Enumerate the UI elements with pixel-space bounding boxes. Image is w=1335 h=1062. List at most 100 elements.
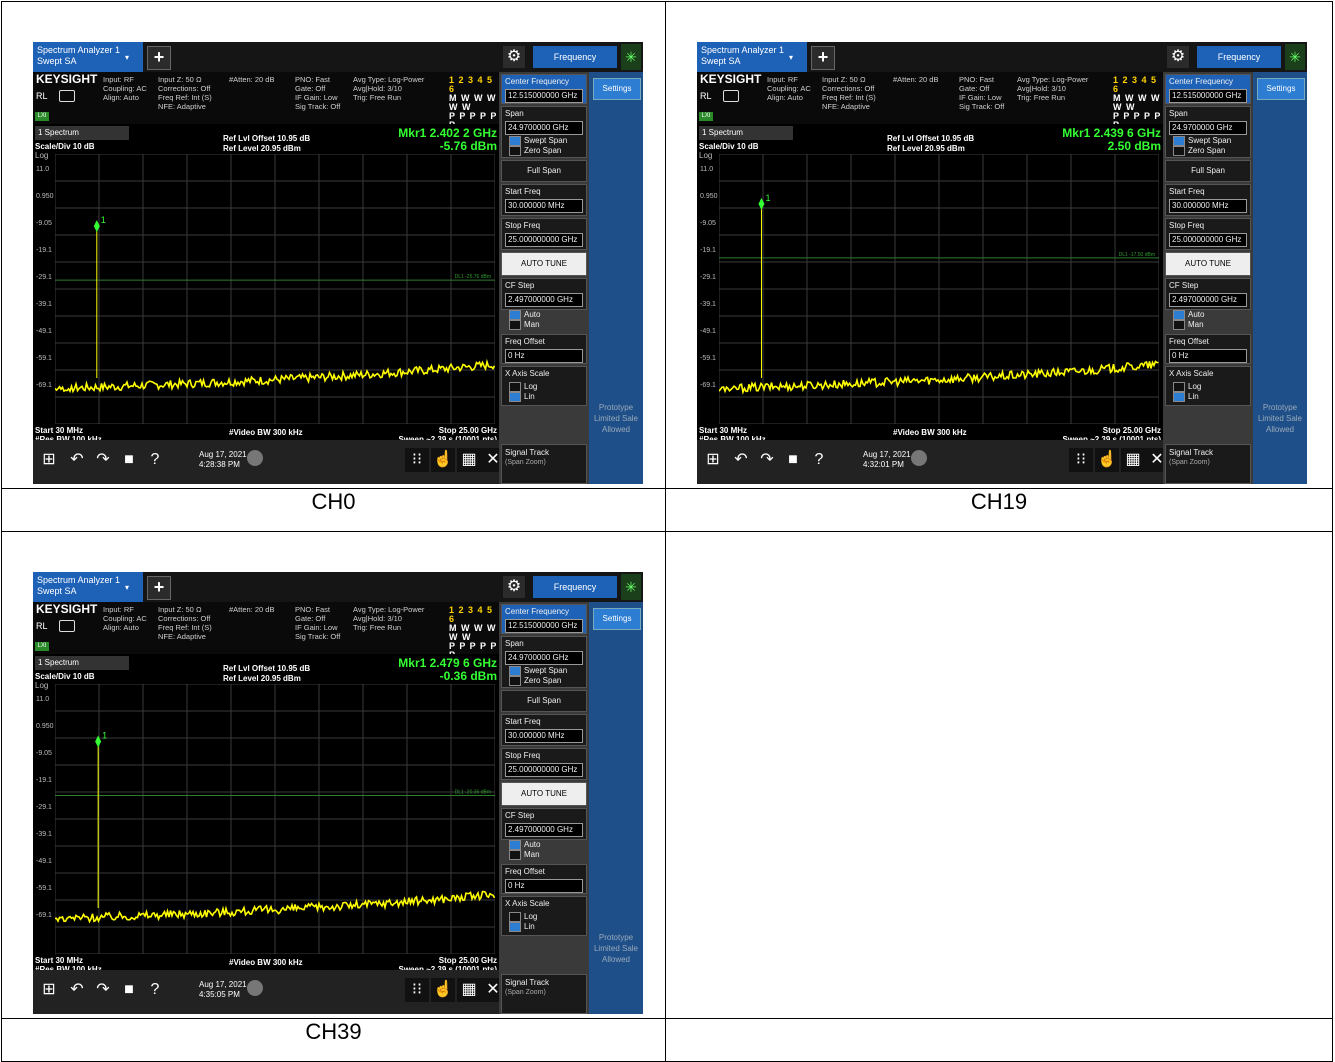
notification-icon[interactable] — [911, 450, 927, 466]
local-lock-icon[interactable]: ✳ — [621, 574, 641, 600]
undo-icon[interactable]: ↶ — [734, 451, 748, 468]
notification-icon[interactable] — [247, 450, 263, 466]
cf-step-control-value[interactable]: 2.497000000 GHz — [505, 293, 583, 307]
signal-track-control[interactable]: Signal Track (Span Zoom) — [1165, 444, 1251, 484]
add-screen-button[interactable]: + — [147, 46, 171, 70]
span-control[interactable]: Span 24.9700000 GHz — [1165, 106, 1251, 158]
center-frequency-control[interactable]: Center Frequency 12.515000000 GHz — [1165, 74, 1251, 104]
tab-spectrum-analyzer-1[interactable]: Spectrum Analyzer 1 Swept SA ▾ — [33, 572, 143, 602]
message-icon[interactable] — [723, 90, 739, 102]
help-icon[interactable]: ? — [814, 451, 824, 468]
auto-tune-button[interactable]: AUTO TUNE — [501, 782, 587, 806]
tab-spectrum-analyzer-1[interactable]: Spectrum Analyzer 1 Swept SA ▾ — [697, 42, 807, 72]
spectrum-window-dropdown[interactable]: 1 Spectrum — [35, 656, 129, 670]
cf-step-control[interactable]: CF Step 2.497000000 GHz — [1165, 278, 1251, 310]
signal-track-control[interactable]: Signal Track (Span Zoom) — [501, 974, 587, 1014]
span-control-value[interactable]: 24.9700000 GHz — [505, 121, 583, 135]
settings-gear-icon[interactable]: ⚙ — [503, 46, 525, 68]
zero-span-option[interactable]: Zero Span — [509, 676, 561, 686]
undo-icon[interactable]: ↶ — [70, 451, 84, 468]
windows-icon[interactable]: ⊞ — [42, 981, 56, 998]
stop-freq-control-value[interactable]: 25.000000000 GHz — [505, 763, 583, 777]
stop-freq-control[interactable]: Stop Freq 25.000000000 GHz — [501, 218, 587, 250]
settings-tab[interactable]: Settings — [593, 78, 641, 100]
help-icon[interactable]: ? — [150, 981, 160, 998]
marker-1-diamond[interactable] — [758, 197, 765, 210]
notification-icon[interactable] — [247, 980, 263, 996]
keypad-icon[interactable]: ⁝⁝ — [1069, 448, 1093, 472]
spectrum-window-dropdown[interactable]: 1 Spectrum — [35, 126, 129, 140]
stop-freq-control[interactable]: Stop Freq 25.000000000 GHz — [1165, 218, 1251, 250]
start-freq-control-value[interactable]: 30.000000 MHz — [505, 199, 583, 213]
redo-icon[interactable]: ↷ — [96, 451, 110, 468]
swept-span-option[interactable]: Swept Span — [1173, 136, 1231, 146]
span-control-value[interactable]: 24.9700000 GHz — [505, 651, 583, 665]
freq-offset-control[interactable]: Freq Offset 0 Hz — [1165, 334, 1251, 364]
center-frequency-control[interactable]: Center Frequency 12.515000000 GHz — [501, 74, 587, 104]
file-icon[interactable]: ■ — [124, 981, 134, 998]
span-control-value[interactable]: 24.9700000 GHz — [1169, 121, 1247, 135]
log-scale-option[interactable]: Log — [1173, 382, 1201, 392]
add-screen-button[interactable]: + — [811, 46, 835, 70]
tab-spectrum-analyzer-1[interactable]: Spectrum Analyzer 1 Swept SA ▾ — [33, 42, 143, 72]
freq-offset-control[interactable]: Freq Offset 0 Hz — [501, 334, 587, 364]
grid-icon[interactable]: ▦ — [1121, 448, 1145, 472]
swept-span-option[interactable]: Swept Span — [509, 666, 567, 676]
auto-tune-button[interactable]: AUTO TUNE — [1165, 252, 1251, 276]
file-icon[interactable]: ■ — [124, 451, 134, 468]
undo-icon[interactable]: ↶ — [70, 981, 84, 998]
freq-offset-control[interactable]: Freq Offset 0 Hz — [501, 864, 587, 894]
cf-step-control-value[interactable]: 2.497000000 GHz — [505, 823, 583, 837]
cf-step-control[interactable]: CF Step 2.497000000 GHz — [501, 278, 587, 310]
settings-gear-icon[interactable]: ⚙ — [1167, 46, 1189, 68]
keypad-icon[interactable]: ⁝⁝ — [405, 978, 429, 1002]
cf-man-option[interactable]: Man — [1173, 320, 1204, 330]
center-frequency-control-value[interactable]: 12.515000000 GHz — [505, 619, 583, 633]
center-frequency-control[interactable]: Center Frequency 12.515000000 GHz — [501, 604, 587, 634]
cf-step-control-value[interactable]: 2.497000000 GHz — [1169, 293, 1247, 307]
zero-span-option[interactable]: Zero Span — [509, 146, 561, 156]
redo-icon[interactable]: ↷ — [96, 981, 110, 998]
tab-dropdown-icon[interactable]: ▾ — [125, 583, 130, 592]
full-span-button[interactable]: Full Span — [501, 690, 587, 712]
keypad-icon[interactable]: ⁝⁝ — [405, 448, 429, 472]
settings-tab[interactable]: Settings — [593, 608, 641, 630]
spectrum-window-dropdown[interactable]: 1 Spectrum — [699, 126, 793, 140]
tab-dropdown-icon[interactable]: ▾ — [789, 53, 794, 62]
cf-auto-option[interactable]: Auto — [509, 310, 540, 320]
cf-auto-option[interactable]: Auto — [1173, 310, 1204, 320]
touch-icon[interactable]: ☝ — [431, 448, 455, 472]
marker-1-diamond[interactable] — [95, 735, 102, 748]
tab-dropdown-icon[interactable]: ▾ — [125, 53, 130, 62]
start-freq-control-value[interactable]: 30.000000 MHz — [505, 729, 583, 743]
full-span-button[interactable]: Full Span — [1165, 160, 1251, 182]
frequency-menu-button[interactable]: Frequency — [1197, 46, 1281, 68]
grid-icon[interactable]: ▦ — [457, 448, 481, 472]
settings-gear-icon[interactable]: ⚙ — [503, 576, 525, 598]
start-freq-control[interactable]: Start Freq 30.000000 MHz — [1165, 184, 1251, 216]
local-lock-icon[interactable]: ✳ — [621, 44, 641, 70]
touch-icon[interactable]: ☝ — [1095, 448, 1119, 472]
help-icon[interactable]: ? — [150, 451, 160, 468]
local-lock-icon[interactable]: ✳ — [1285, 44, 1305, 70]
stop-freq-control-value[interactable]: 25.000000000 GHz — [505, 233, 583, 247]
auto-tune-button[interactable]: AUTO TUNE — [501, 252, 587, 276]
settings-tab[interactable]: Settings — [1257, 78, 1305, 100]
log-scale-option[interactable]: Log — [509, 912, 537, 922]
windows-icon[interactable]: ⊞ — [42, 451, 56, 468]
windows-icon[interactable]: ⊞ — [706, 451, 720, 468]
center-frequency-control-value[interactable]: 12.515000000 GHz — [505, 89, 583, 103]
message-icon[interactable] — [59, 620, 75, 632]
redo-icon[interactable]: ↷ — [760, 451, 774, 468]
cf-man-option[interactable]: Man — [509, 850, 540, 860]
cf-step-control[interactable]: CF Step 2.497000000 GHz — [501, 808, 587, 840]
lin-scale-option[interactable]: Lin — [509, 392, 535, 402]
start-freq-control[interactable]: Start Freq 30.000000 MHz — [501, 714, 587, 746]
cf-man-option[interactable]: Man — [509, 320, 540, 330]
file-icon[interactable]: ■ — [788, 451, 798, 468]
start-freq-control[interactable]: Start Freq 30.000000 MHz — [501, 184, 587, 216]
cf-auto-option[interactable]: Auto — [509, 840, 540, 850]
lin-scale-option[interactable]: Lin — [509, 922, 535, 932]
start-freq-control-value[interactable]: 30.000000 MHz — [1169, 199, 1247, 213]
message-icon[interactable] — [59, 90, 75, 102]
